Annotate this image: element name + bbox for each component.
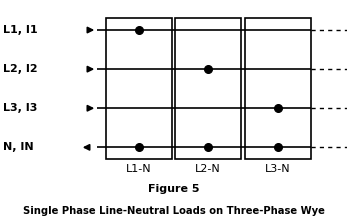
- Text: L1, I1: L1, I1: [3, 25, 38, 35]
- Text: Single Phase Line-Neutral Loads on Three-Phase Wye: Single Phase Line-Neutral Loads on Three…: [23, 206, 324, 216]
- Text: L3-N: L3-N: [265, 164, 290, 174]
- Bar: [106, 18, 172, 159]
- Text: L1-N: L1-N: [126, 164, 152, 174]
- Bar: [245, 18, 311, 159]
- Bar: [175, 18, 241, 159]
- Text: Figure 5: Figure 5: [148, 184, 199, 194]
- Text: L3, I3: L3, I3: [3, 103, 38, 113]
- Text: N, IN: N, IN: [3, 142, 34, 152]
- Text: L2-N: L2-N: [195, 164, 221, 174]
- Text: L2, I2: L2, I2: [3, 64, 38, 74]
